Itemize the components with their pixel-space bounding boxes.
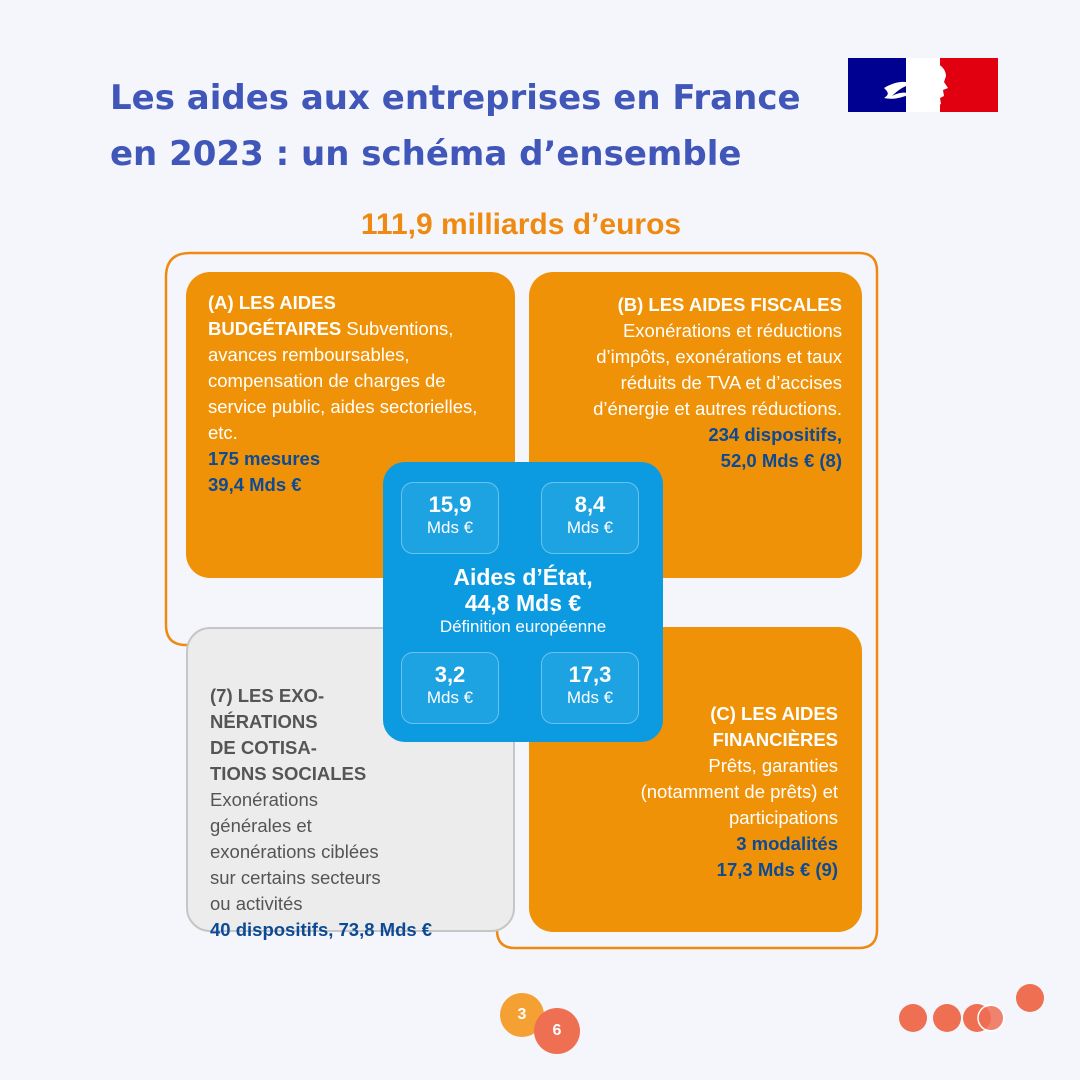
- box-b-count: 234 dispositifs,: [708, 424, 842, 445]
- state-aid-cell-value: 8,4: [574, 492, 606, 517]
- box-7-heading-line-2: NÉRATIONS: [210, 711, 318, 732]
- box-c-heading-line-2: FINANCIÈRES: [712, 729, 838, 750]
- title-line-2: en 2023 : un schéma d’ensemble: [110, 134, 742, 174]
- box-b-amount: 52,0 Mds € (8): [720, 450, 842, 471]
- state-aid-cell-fiscal: 8,4 Mds €: [541, 482, 639, 554]
- total-amount: 111,9 milliards d’euros: [360, 208, 682, 241]
- state-aid-cell-budgetary: 15,9 Mds €: [401, 482, 499, 554]
- state-aid-summary: Aides d’État, 44,8 Mds € Définition euro…: [383, 564, 663, 638]
- title-line-1: Les aides aux entreprises en France: [110, 78, 801, 118]
- box-a-heading-line-2: BUDGÉTAIRES: [208, 318, 342, 339]
- box-a-description: Subventions, avances remboursables, comp…: [208, 318, 478, 443]
- box-7-summary: 40 dispositifs, 73,8 Mds €: [210, 919, 433, 940]
- box-c-count: 3 modalités: [736, 833, 838, 854]
- box-financial-aids: (C) LES AIDES FINANCIÈRES Prêts, garanti…: [529, 627, 862, 932]
- state-aid-cell-unit: Mds €: [426, 518, 474, 537]
- state-aid-cell-value: 15,9: [428, 492, 472, 517]
- box-a-count: 175 mesures: [208, 448, 321, 469]
- box-b-heading: (B) LES AIDES FISCALES: [617, 294, 842, 315]
- box-c-heading-line-1: (C) LES AIDES: [710, 703, 838, 724]
- box-7-heading-line-1: (7) LES EXO-: [210, 685, 325, 706]
- state-aid-subtitle: Définition européenne: [439, 617, 607, 636]
- state-aid-cell-value: 3,2: [434, 662, 466, 687]
- box-b-description: Exonérations et réductions d’impôts, exo…: [593, 320, 842, 419]
- state-aid-title: Aides d’État,: [453, 564, 593, 590]
- state-aid-amount: 44,8 Mds €: [464, 590, 582, 616]
- state-aid-cell-unit: Mds €: [426, 688, 474, 707]
- box-a-amount: 39,4 Mds €: [208, 474, 302, 495]
- box-7-heading-line-3: DE COTISA-: [210, 737, 317, 758]
- page-total-badge: 6: [534, 1008, 580, 1054]
- box-a-heading-line-1: (A) LES AIDES: [208, 292, 336, 313]
- decorative-dots-icon: [899, 984, 1044, 1032]
- state-aid-cell-financial: 17,3 Mds €: [541, 652, 639, 724]
- box-7-description: Exonérations générales et exonérations c…: [210, 789, 381, 914]
- box-c-description: Prêts, garanties (notamment de prêts) et…: [640, 755, 838, 828]
- box-7-heading-line-4: TIONS SOCIALES: [210, 763, 367, 784]
- republique-francaise-logo: [848, 58, 998, 112]
- state-aid-cell-unit: Mds €: [566, 518, 614, 537]
- box-c-amount: 17,3 Mds € (9): [716, 859, 838, 880]
- state-aid-cell-social: 3,2 Mds €: [401, 652, 499, 724]
- page-title: Les aides aux entreprises en France en 2…: [110, 70, 801, 182]
- state-aid-cell-unit: Mds €: [566, 688, 614, 707]
- state-aids-panel: 15,9 Mds € 8,4 Mds € Aides d’État, 44,8 …: [383, 462, 663, 742]
- state-aid-cell-value: 17,3: [568, 662, 612, 687]
